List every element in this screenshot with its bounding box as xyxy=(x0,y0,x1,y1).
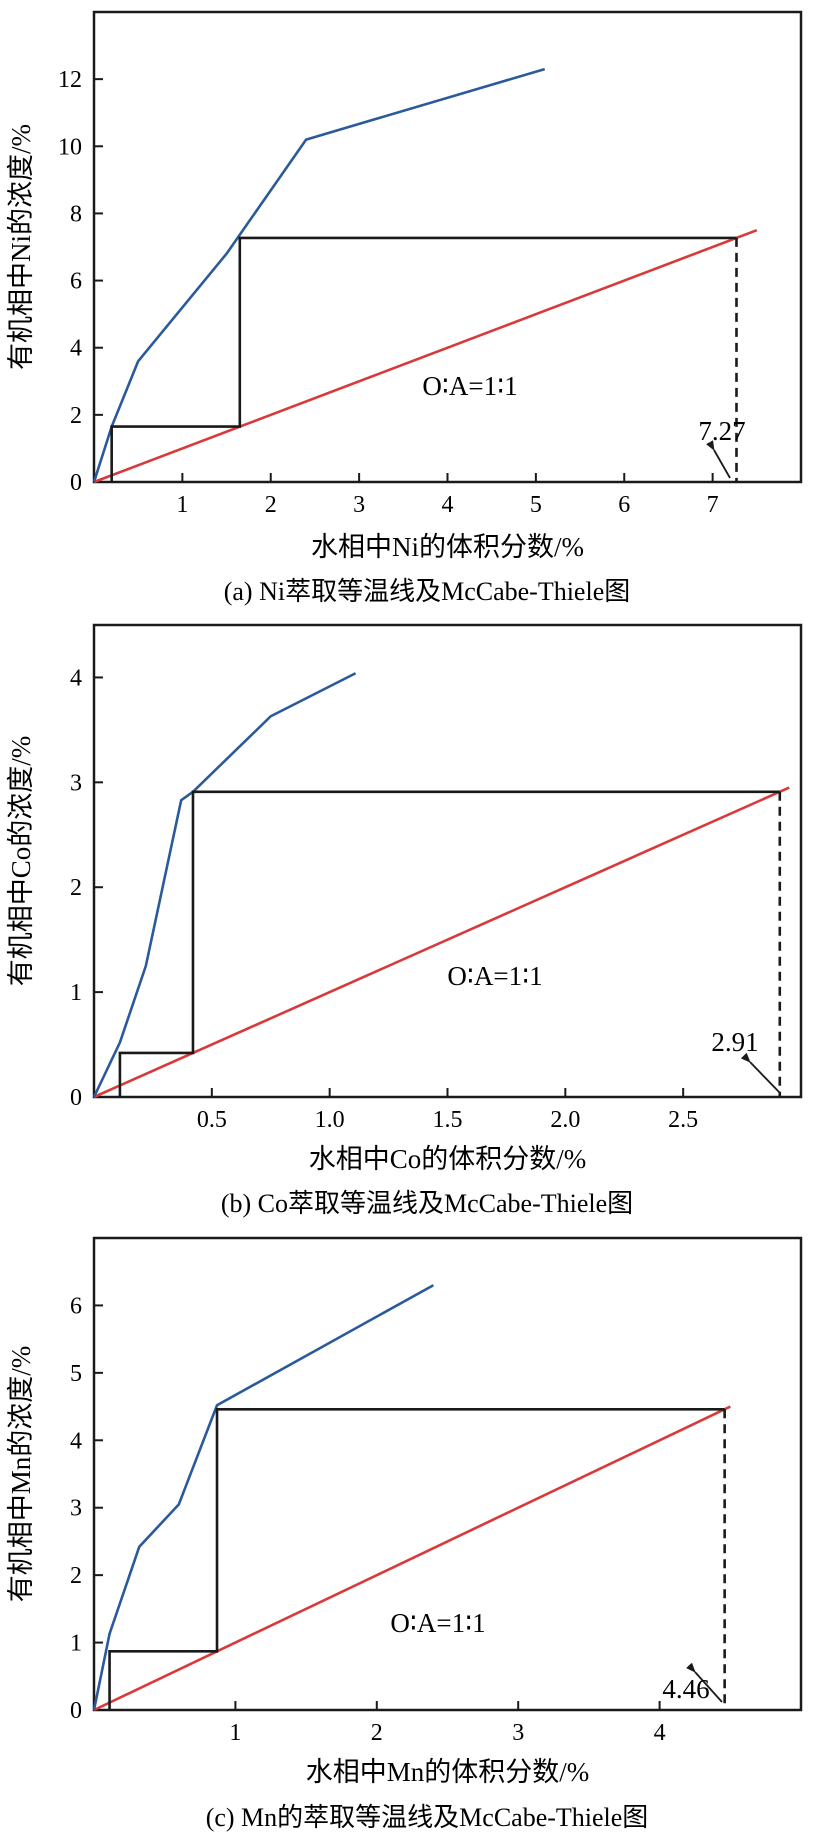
x-tick-label: 1 xyxy=(229,1720,241,1746)
y-tick-label: 2 xyxy=(70,1563,82,1589)
y-tick-label: 12 xyxy=(58,67,82,93)
x-tick-label: 6 xyxy=(618,492,630,518)
feed-value-label: 7.27 xyxy=(698,416,745,446)
x-tick-label: 1.0 xyxy=(315,1107,345,1133)
isotherm-line-ni xyxy=(92,67,546,483)
y-tick-label: 6 xyxy=(70,1293,82,1319)
mccabe-thiele-steps-co xyxy=(118,790,780,1097)
chart-caption: (b) Co萃取等温线及McCabe-Thiele图 xyxy=(221,1189,633,1218)
plot-frame-mn xyxy=(92,1236,803,1712)
x-tick-label: 2.0 xyxy=(550,1107,580,1133)
chart-caption: (c) Mn的萃取等温线及McCabe-Thiele图 xyxy=(206,1803,649,1832)
y-tick-label: 4 xyxy=(70,665,82,691)
feed-annotation-arrow xyxy=(740,1052,781,1094)
y-tick-label: 4 xyxy=(70,336,82,362)
isotherm-line-mn xyxy=(92,1284,434,1711)
chart-panel-ni: 1 2 3 4 5 6 70246810127.27O∶A=1∶1水相中Ni的体积分数/%有… xyxy=(6,10,803,606)
x-tick-label: 2 xyxy=(265,492,277,518)
chart-panel-mn: 1 2 3 4 0 1 2 3 4 5 6 4.46 O∶A=1∶1 水相中Mn的体积分数/% 有机相中Mn… xyxy=(6,1236,803,1832)
phase-ratio-label: O∶A=1∶1 xyxy=(447,961,542,991)
x-axis-label: 水相中Co的体积分数/% xyxy=(309,1144,587,1174)
y-tick-label: 4 xyxy=(70,1428,82,1454)
x-tick-label: 1.5 xyxy=(433,1107,463,1133)
x-tick-label: 3 xyxy=(353,492,365,518)
chart-panel-co: 0.5 1.0 1.5 2.0 2.5 0 1 2 3 4 2.91 O∶A=1∶1 水相中Co的体积分… xyxy=(6,623,803,1218)
y-tick-label: 1 xyxy=(70,980,82,1006)
x-axis-label: 水相中Mn的体积分数/% xyxy=(306,1757,590,1787)
x-tick-label: 2.5 xyxy=(668,1107,698,1133)
y-tick-label: 3 xyxy=(70,770,82,796)
phase-ratio-label: O∶A=1∶1 xyxy=(390,1608,485,1638)
y-tick-label: 3 xyxy=(70,1496,82,1522)
mccabe-thiele-steps-mn xyxy=(108,1407,725,1710)
x-tick-label: 1 xyxy=(176,492,188,518)
x-axis-label: 水相中Ni的体积分数/% xyxy=(311,532,584,562)
y-tick-label: 0 xyxy=(70,1085,82,1111)
x-tick-label: 2 xyxy=(371,1720,383,1746)
y-axis-label: 有机相中Co的浓度/% xyxy=(6,736,36,987)
x-tick-label: 7 xyxy=(707,492,719,518)
feed-value-label: 4.46 xyxy=(662,1674,709,1704)
operating-line-mn xyxy=(93,1405,731,1712)
feed-annotation-arrow xyxy=(686,1662,723,1703)
plot-frame-ni xyxy=(92,10,803,484)
y-tick-label: 2 xyxy=(70,875,82,901)
y-axis-label: 有机相中Ni的浓度/% xyxy=(6,124,36,370)
mccabe-thiele-steps-ni xyxy=(110,236,737,482)
y-tick-label: 0 xyxy=(70,1698,82,1724)
x-tick-label: 5 xyxy=(530,492,542,518)
feed-annotation-arrow xyxy=(706,440,731,479)
plot-frame-co xyxy=(92,623,803,1099)
isotherm-line-co xyxy=(92,672,357,1098)
y-axis-label: 有机相中Mn的浓度/% xyxy=(6,1346,36,1603)
y-tick-label: 8 xyxy=(70,201,82,227)
y-tick-label: 0 xyxy=(70,470,82,496)
y-tick-label: 5 xyxy=(70,1361,82,1387)
chart-caption: (a) Ni萃取等温线及McCabe-Thiele图 xyxy=(224,577,631,606)
operating-line-ni xyxy=(93,228,758,484)
y-tick-label: 2 xyxy=(70,403,82,429)
x-tick-label: 4 xyxy=(442,492,454,518)
y-tick-label: 1 xyxy=(70,1631,82,1657)
operating-line-co xyxy=(93,786,790,1099)
feed-value-label: 2.91 xyxy=(711,1027,758,1057)
x-tick-label: 4 xyxy=(654,1720,666,1746)
x-tick-label: 0.5 xyxy=(197,1107,227,1133)
phase-ratio-label: O∶A=1∶1 xyxy=(422,371,517,401)
y-tick-label: 6 xyxy=(70,269,82,295)
x-tick-label: 3 xyxy=(512,1720,524,1746)
y-tick-label: 10 xyxy=(58,134,82,160)
